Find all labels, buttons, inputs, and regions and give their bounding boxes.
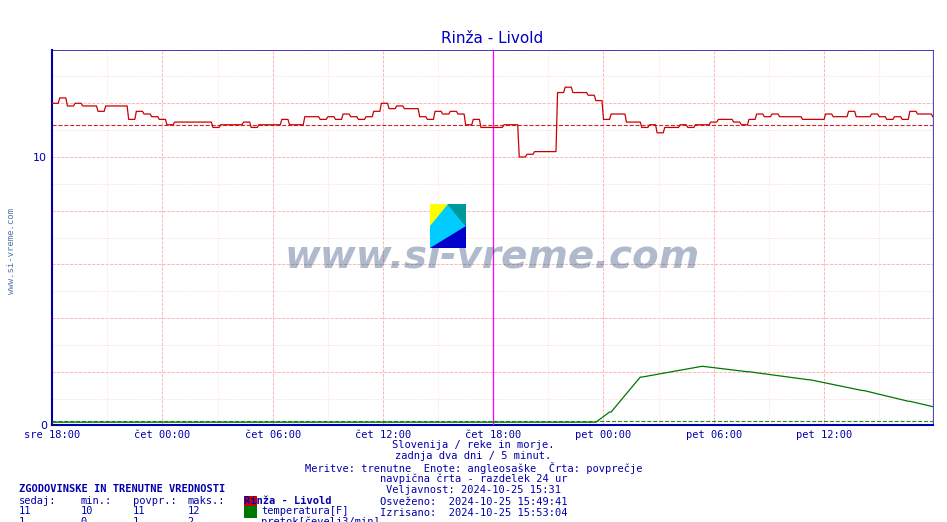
Text: Izrisano:  2024-10-25 15:53:04: Izrisano: 2024-10-25 15:53:04 [380, 508, 567, 518]
Text: www.si-vreme.com: www.si-vreme.com [285, 238, 700, 275]
Polygon shape [448, 204, 466, 226]
Text: 0: 0 [80, 517, 87, 522]
Text: 1: 1 [133, 517, 139, 522]
Text: maks.:: maks.: [188, 496, 225, 506]
Text: ZGODOVINSKE IN TRENUTNE VREDNOSTI: ZGODOVINSKE IN TRENUTNE VREDNOSTI [19, 484, 225, 494]
Text: 11: 11 [19, 506, 31, 516]
Text: pretok[čevelj3/min]: pretok[čevelj3/min] [261, 517, 380, 522]
Text: povpr.:: povpr.: [133, 496, 176, 506]
Title: Rinža - Livold: Rinža - Livold [441, 31, 544, 45]
Text: Slovenija / reke in morje.: Slovenija / reke in morje. [392, 440, 555, 449]
Text: navpična črta - razdelek 24 ur: navpična črta - razdelek 24 ur [380, 474, 567, 484]
Text: Osveženo:  2024-10-25 15:49:41: Osveženo: 2024-10-25 15:49:41 [380, 497, 567, 507]
Text: 11: 11 [133, 506, 145, 516]
Text: zadnja dva dni / 5 minut.: zadnja dva dni / 5 minut. [396, 451, 551, 461]
Text: temperatura[F]: temperatura[F] [261, 506, 348, 516]
Text: Veljavnost: 2024-10-25 15:31: Veljavnost: 2024-10-25 15:31 [386, 485, 561, 495]
Text: 1: 1 [19, 517, 26, 522]
Text: Rinža - Livold: Rinža - Livold [244, 496, 331, 506]
Text: 12: 12 [188, 506, 200, 516]
Text: 2: 2 [188, 517, 194, 522]
Text: 10: 10 [80, 506, 93, 516]
Polygon shape [430, 226, 466, 248]
Polygon shape [430, 204, 466, 248]
Polygon shape [430, 204, 448, 226]
Text: sedaj:: sedaj: [19, 496, 57, 506]
Text: Meritve: trenutne  Enote: angleosaške  Črta: povprečje: Meritve: trenutne Enote: angleosaške Črt… [305, 462, 642, 474]
Text: www.si-vreme.com: www.si-vreme.com [7, 208, 16, 293]
Text: min.:: min.: [80, 496, 112, 506]
